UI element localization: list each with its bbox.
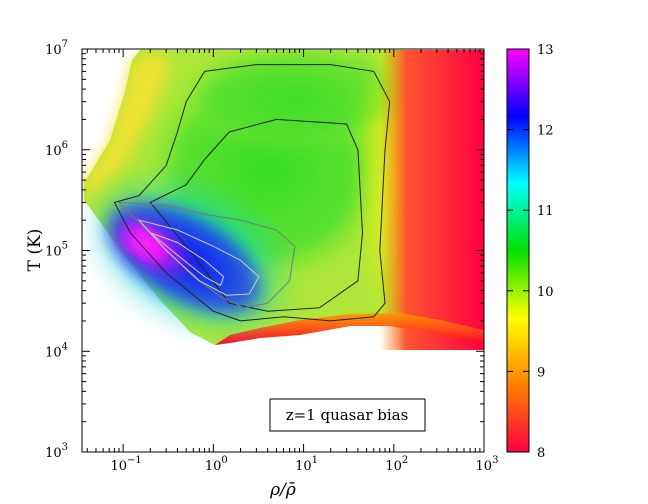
heatmap-red-region: [380, 50, 484, 350]
heatmap-floor-band: [215, 313, 484, 345]
y-tick-label: 106: [45, 140, 68, 159]
contour-light: [137, 219, 260, 296]
contour-dark: [149, 118, 364, 312]
x-tick-label: 101: [295, 455, 318, 474]
heatmap-yellow-fringe: [84, 50, 170, 200]
annotation-box: z=1 quasar bias: [269, 398, 426, 432]
contour-lines: [113, 64, 391, 322]
y-tick-label: 103: [45, 442, 68, 461]
colorbar-fill: [506, 48, 530, 453]
x-tick-label: 102: [385, 455, 408, 474]
y-tick-label: 105: [45, 241, 68, 260]
x-tick-label: 103: [476, 455, 499, 474]
colorbar-tick-label: 9: [537, 365, 545, 380]
x-tick-label: 100: [205, 455, 228, 474]
colorbar-tick-label: 8: [537, 446, 545, 461]
annotation-text: z=1 quasar bias: [286, 406, 409, 424]
contour-light: [149, 232, 225, 287]
y-tick-label: 107: [45, 39, 68, 58]
x-axis-title: ρ/ρ̄: [269, 480, 296, 500]
contour-dark: [113, 64, 391, 322]
x-tick-label: 10−1: [110, 455, 141, 474]
colorbar-ticks: 8 9 10 11 12 13: [507, 43, 554, 461]
heatmap-area: [82, 49, 484, 350]
y-tick-label: 104: [45, 341, 68, 360]
colorbar-tick-label: 10: [537, 285, 554, 300]
colorbar-tick-label: 11: [537, 204, 554, 219]
colorbar-tick-label: 12: [537, 124, 554, 139]
colorbar: 8 9 10 11 12 13: [506, 43, 554, 461]
y-axis-title: T (K): [25, 229, 45, 272]
colorbar-tick-label: 13: [537, 43, 554, 58]
contour-gray: [117, 201, 296, 309]
